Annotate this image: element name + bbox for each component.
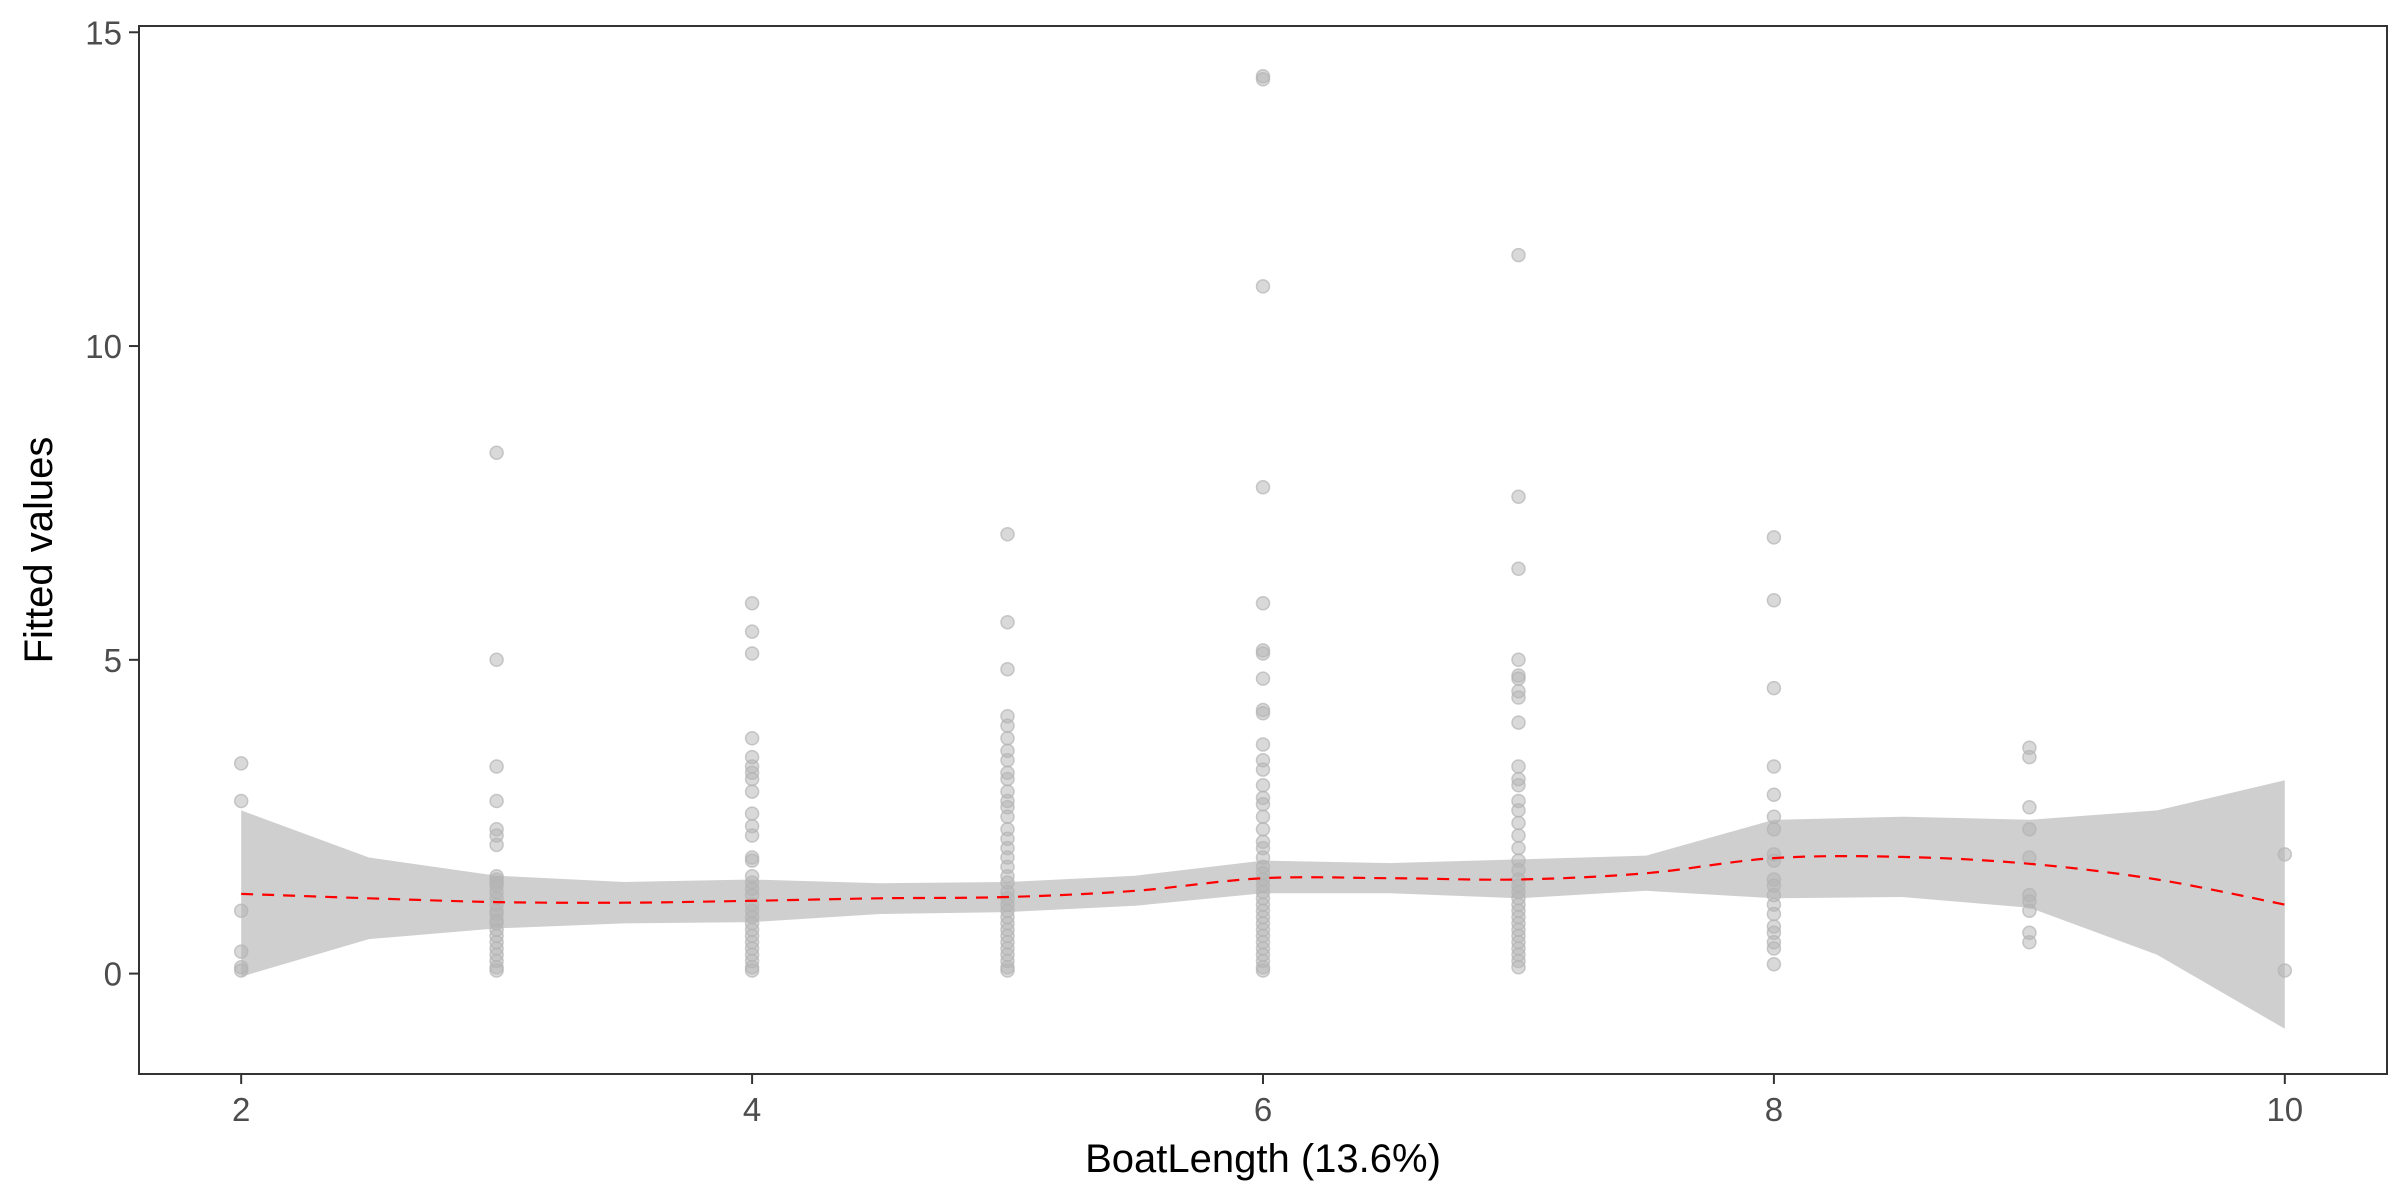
data-point: [744, 963, 760, 978]
data-point: [2022, 850, 2037, 865]
data-point: [2277, 847, 2293, 862]
x-tick-label: 8: [1765, 1091, 1783, 1128]
data-point: [489, 963, 504, 978]
data-point: [489, 793, 504, 809]
data-point: [2022, 822, 2037, 837]
data-point: [744, 771, 760, 787]
y-axis: 0 5 10 15: [85, 14, 139, 993]
data-point: [233, 793, 249, 809]
data-point: [233, 903, 249, 919]
data-point: [744, 806, 760, 821]
data-point: [1255, 778, 1271, 793]
data-point: [1255, 596, 1271, 611]
x-tick-label: 2: [232, 1091, 250, 1128]
plot-area: [138, 25, 2388, 1075]
data-point: [1255, 762, 1271, 777]
data-point: [1511, 778, 1526, 793]
y-axis-title: Fitted values: [17, 437, 61, 664]
data-point: [1000, 809, 1015, 824]
data-point: [744, 784, 760, 799]
data-point: [1511, 960, 1526, 975]
x-tick-label: 10: [2266, 1091, 2303, 1128]
data-point: [1000, 718, 1015, 733]
data-point: [1000, 752, 1015, 768]
x-axis-title: BoatLength (13.6%): [1085, 1137, 1441, 1181]
data-point: [1511, 815, 1526, 831]
data-point: [1766, 809, 1782, 824]
data-point: [2022, 903, 2037, 919]
data-point: [1766, 787, 1782, 802]
data-point: [1000, 661, 1015, 677]
data-point: [1766, 853, 1782, 868]
scatter-points: [233, 68, 2293, 978]
data-point: [1255, 963, 1271, 978]
data-point: [1511, 840, 1526, 856]
x-tick-label: 6: [1254, 1091, 1272, 1128]
data-point: [1766, 941, 1782, 956]
data-point: [1766, 759, 1782, 774]
smooth-line: [241, 855, 2286, 906]
data-point: [744, 624, 760, 639]
data-point: [744, 828, 760, 843]
data-point: [2022, 800, 2037, 815]
data-point: [489, 837, 504, 853]
data-point: [1000, 527, 1015, 542]
data-point: [2022, 934, 2037, 950]
data-point: [1255, 479, 1271, 495]
data-point: [1255, 705, 1271, 721]
data-point: [1766, 680, 1782, 696]
data-point: [1511, 803, 1526, 818]
data-point: [1511, 652, 1526, 668]
data-point: [1766, 906, 1782, 922]
data-point: [1255, 809, 1271, 824]
data-point: [744, 853, 760, 868]
data-point: [2277, 963, 2293, 978]
data-point: [1255, 646, 1271, 661]
data-point: [1511, 247, 1526, 263]
data-point: [1766, 822, 1782, 837]
data-point: [233, 963, 249, 978]
y-tick-label: 5: [104, 642, 122, 679]
data-point: [1255, 822, 1271, 837]
data-point: [2022, 749, 2037, 765]
data-point: [744, 596, 760, 611]
y-tick-label: 0: [104, 956, 122, 993]
data-point: [1000, 771, 1015, 787]
data-point: [744, 731, 760, 746]
y-tick-label: 10: [85, 328, 122, 365]
data-point: [1000, 614, 1015, 630]
data-point: [744, 646, 760, 661]
data-point: [1511, 671, 1526, 686]
data-point: [233, 756, 249, 771]
data-point: [489, 759, 504, 774]
data-point: [1511, 759, 1526, 774]
data-point: [489, 652, 504, 668]
data-point: [489, 445, 504, 460]
data-point: [1000, 731, 1015, 746]
y-tick-label: 15: [85, 14, 122, 51]
data-point: [1511, 489, 1526, 504]
data-point: [1255, 737, 1271, 752]
data-point: [1766, 956, 1782, 972]
x-tick-label: 4: [743, 1091, 761, 1128]
confidence-band: [241, 780, 2285, 1029]
data-point: [1511, 690, 1526, 705]
data-point: [1255, 671, 1271, 686]
data-point: [1255, 72, 1271, 87]
data-point: [1511, 828, 1526, 843]
data-point: [1255, 279, 1271, 294]
data-point: [1766, 592, 1782, 608]
data-point: [1255, 796, 1271, 812]
data-point: [1511, 715, 1526, 730]
data-point: [1511, 561, 1526, 577]
data-point: [1000, 963, 1015, 978]
data-point: [1766, 530, 1782, 545]
x-axis: 2 4 6 8 10: [232, 1074, 2303, 1128]
data-point: [233, 944, 249, 959]
